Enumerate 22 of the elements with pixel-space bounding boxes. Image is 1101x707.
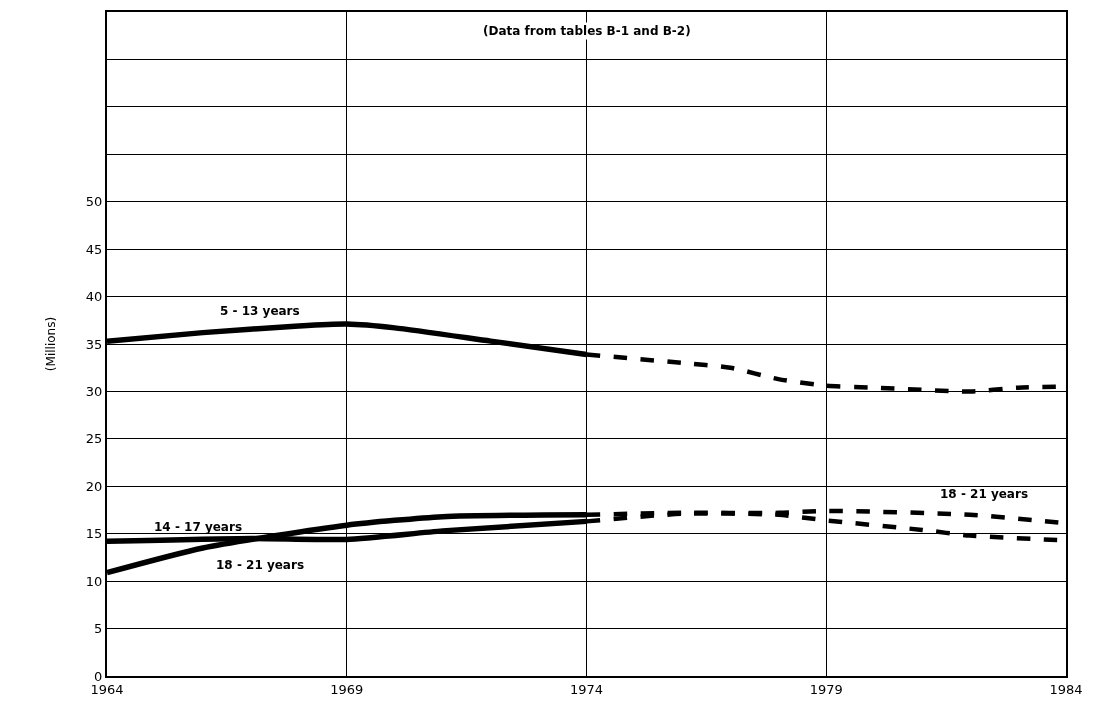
y-tick-label: 25 [85,431,103,447]
x-tick-label: 1969 [330,681,364,697]
y-tick-label: 35 [85,336,103,352]
y-tick-label: 30 [85,383,103,399]
series-label: 18 - 21 years [940,487,1029,501]
y-tick-label: 15 [85,526,103,542]
series-label: 18 - 21 years [216,558,305,572]
y-tick-label: 0 [94,668,103,684]
y-tick-label: 50 [85,194,103,210]
y-tick-label: 20 [85,478,103,494]
x-tick-label: 1974 [569,681,604,697]
x-tick-label: 1964 [90,681,124,697]
series-label: 5 - 13 years [220,304,300,318]
series-label: 14 - 17 years [154,520,243,534]
y-tick-label: 40 [85,289,103,305]
y-axis-title: (Millions) [43,316,58,372]
x-tick-label: 1984 [1049,681,1083,697]
annotation: (Data from tables B-1 and B-2) [483,24,691,38]
y-tick-label: 45 [85,241,103,257]
x-tick-label: 1979 [809,681,843,697]
y-tick-label: 10 [85,573,103,589]
y-tick-label: 5 [94,621,103,637]
